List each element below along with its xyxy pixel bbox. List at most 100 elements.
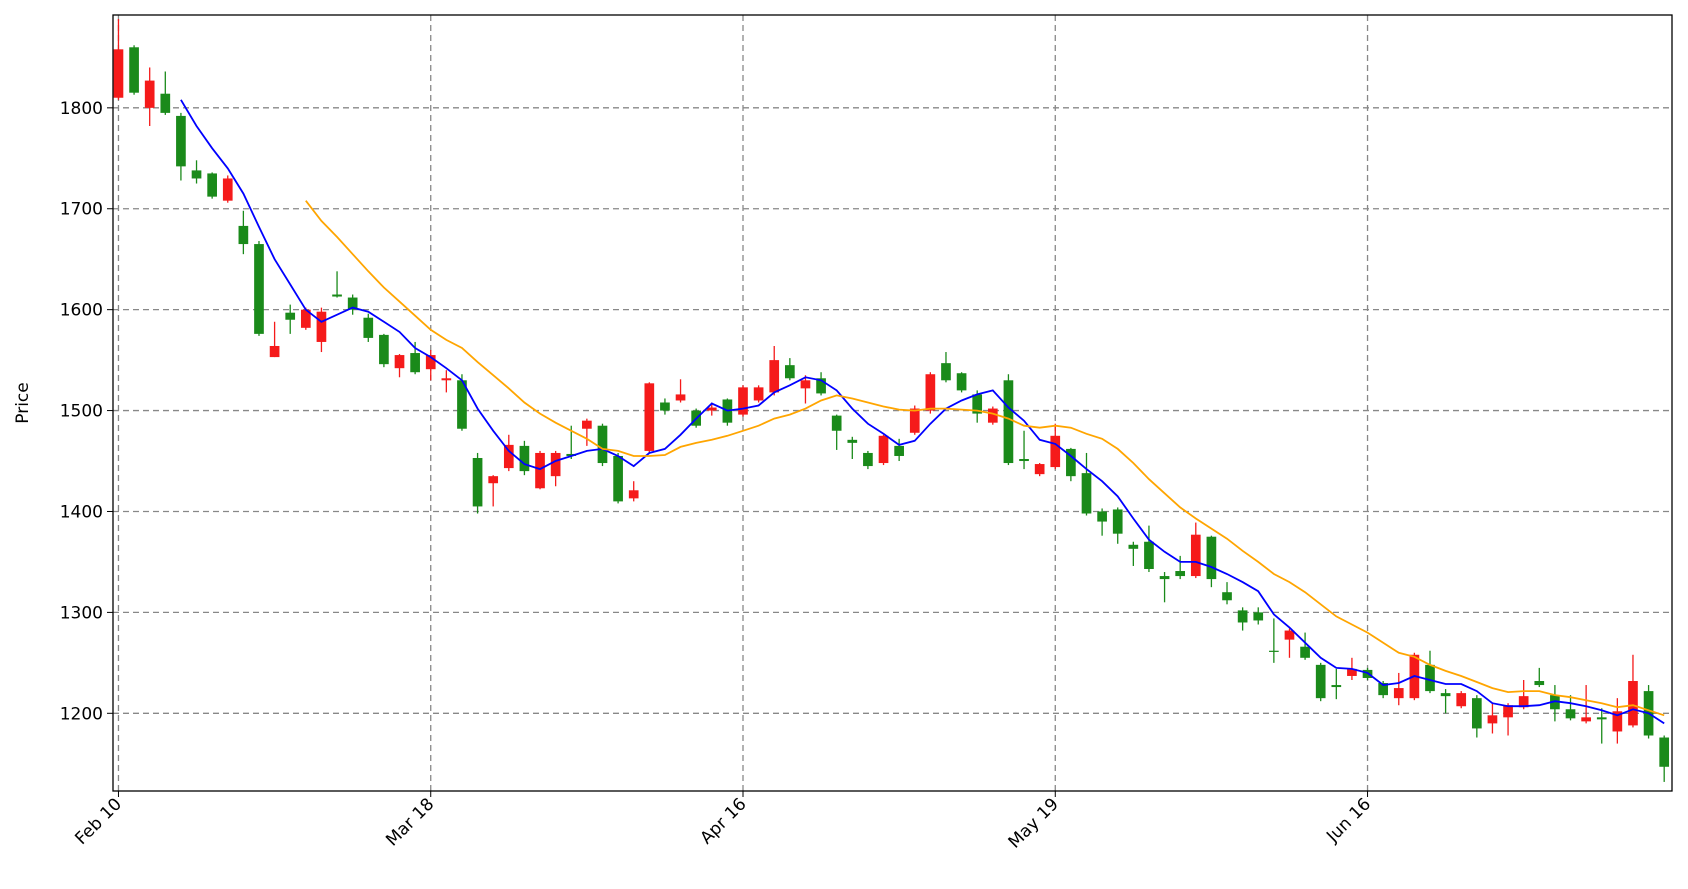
x-tick-label: May 19	[1005, 794, 1063, 852]
candle-body	[1659, 737, 1670, 767]
candle-body	[1596, 717, 1607, 720]
y-tick-label: 1800	[60, 99, 103, 119]
candle-body	[738, 387, 748, 415]
candle-body	[1066, 448, 1076, 477]
candle-body	[410, 353, 420, 373]
candle-body	[191, 170, 202, 179]
candle-body	[535, 452, 545, 489]
candle-body	[300, 309, 311, 328]
candle-body	[613, 455, 623, 502]
candle-body	[1331, 685, 1342, 688]
candle-body	[878, 435, 889, 464]
candle-body	[816, 378, 826, 394]
y-tick-label: 1500	[60, 402, 103, 422]
candle-body	[1081, 473, 1092, 514]
candle-body	[425, 355, 436, 370]
candle-body	[1144, 541, 1154, 569]
y-tick-label: 1300	[60, 603, 103, 623]
candle-body	[316, 311, 327, 342]
candle-body	[1612, 711, 1623, 732]
candle-body	[1034, 464, 1045, 475]
candle-body	[1471, 698, 1482, 729]
x-tick-label: Jun 16	[1322, 794, 1375, 847]
candle-body	[941, 363, 951, 381]
candle-body	[238, 225, 249, 245]
y-tick-label: 1600	[60, 301, 103, 321]
candle-body	[176, 115, 186, 167]
x-tick-label: Apr 16	[696, 794, 750, 848]
y-tick-label: 1700	[60, 200, 103, 220]
candle-body	[488, 476, 499, 484]
y-axis-label: Price	[13, 382, 33, 423]
candle-body	[1253, 612, 1264, 621]
candle-body	[222, 178, 233, 201]
candle-body	[1518, 696, 1529, 708]
candle-body	[1315, 664, 1326, 699]
candle-body	[1019, 459, 1029, 462]
candle-body	[1425, 664, 1435, 692]
candle-body	[347, 297, 358, 310]
candle-body	[1581, 717, 1591, 722]
candle-body	[925, 374, 936, 411]
candle-body	[285, 312, 296, 320]
candle-body	[847, 439, 858, 443]
candle-body	[254, 244, 264, 334]
candle-body	[1550, 695, 1560, 710]
candle-body	[660, 402, 670, 411]
candle-body	[1393, 688, 1404, 699]
candle-body	[1128, 544, 1139, 549]
candle-body	[1456, 693, 1467, 707]
candle-body	[956, 373, 967, 391]
candle-body	[207, 173, 217, 197]
candle-body	[113, 49, 124, 98]
x-tick-label: Mar 18	[382, 794, 438, 850]
candle-body	[972, 394, 983, 414]
candle-body	[1159, 576, 1170, 580]
candle-body	[1222, 592, 1232, 601]
candle-body	[1565, 709, 1576, 719]
candle-body	[379, 334, 389, 365]
moving-average-line	[305, 200, 1665, 717]
candle-body	[800, 380, 811, 389]
moving-average-line	[180, 99, 1665, 725]
candle-body	[1003, 380, 1014, 464]
candle-body	[628, 490, 639, 499]
candle-body	[1237, 610, 1248, 623]
candle-body	[269, 345, 280, 358]
candle-body	[144, 80, 155, 108]
candle-body	[1112, 509, 1123, 534]
candle-body	[1269, 650, 1279, 652]
candle-body	[457, 380, 467, 429]
candle-body	[1534, 681, 1545, 686]
candle-body	[1097, 511, 1107, 522]
candle-body	[472, 457, 483, 507]
candle-body	[831, 415, 842, 431]
candle-body	[1190, 534, 1201, 577]
candle-body	[894, 445, 904, 456]
candle-body	[1440, 693, 1451, 697]
candle-body	[597, 425, 608, 464]
candle-body	[1378, 683, 1388, 696]
candle-body	[363, 317, 374, 338]
y-tick-label: 1400	[60, 502, 103, 522]
candle-body	[1284, 630, 1295, 640]
candle-body	[1347, 668, 1357, 676]
candle-body	[1300, 646, 1310, 658]
candle-body	[706, 407, 717, 411]
candle-body	[1503, 705, 1513, 718]
candle-body	[550, 452, 561, 477]
candle-body	[332, 294, 342, 297]
candle-body	[1050, 435, 1061, 468]
candle-body	[675, 394, 686, 401]
candle-body	[1206, 536, 1217, 580]
candle-body	[566, 453, 577, 456]
candle-body	[753, 387, 764, 401]
candle-body	[1487, 715, 1498, 724]
y-tick-label: 1200	[60, 704, 103, 724]
candle-body	[503, 444, 514, 469]
candle-body	[785, 365, 795, 379]
plot-frame	[112, 14, 1673, 792]
candle-body	[909, 408, 920, 433]
